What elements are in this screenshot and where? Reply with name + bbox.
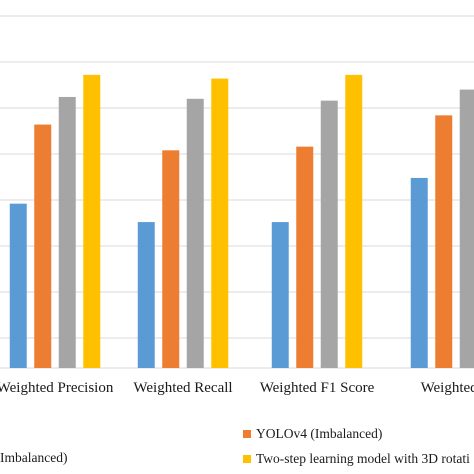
- bar-4-series-2: [435, 115, 453, 368]
- x-tick-label: Weighted F1 Score: [260, 380, 375, 396]
- bar-3-series-2: [296, 146, 314, 368]
- bar-1-series-3: [58, 96, 76, 369]
- bar-1-series-2: [34, 124, 52, 368]
- x-tick-label: Weighted Precision: [0, 380, 114, 396]
- bar-3-series-4: [345, 74, 363, 368]
- legend-swatch-two-step: [243, 455, 251, 463]
- legend-label-two-step: Two-step learning model with 3D rotati: [256, 451, 470, 466]
- x-axis-labels: Weighted Precision Weighted Recall Weighte…: [0, 380, 474, 396]
- bar-2-series-1: [137, 222, 155, 368]
- bar-2-series-3: [186, 98, 204, 369]
- bars: [9, 74, 474, 369]
- gridlines: [0, 15, 474, 369]
- x-tick-label: Weighted Recall: [133, 380, 232, 396]
- bar-2-series-4: [211, 78, 229, 368]
- legend-label-fragment: Imbalanced): [0, 450, 67, 465]
- legend: Imbalanced) YOLOv4 (Imbalanced) Two-step…: [0, 426, 470, 466]
- bar-2-series-2: [162, 150, 180, 368]
- bar-4-series-3: [459, 89, 474, 368]
- legend-label-yolov4: YOLOv4 (Imbalanced): [256, 426, 382, 441]
- legend-swatch-yolov4: [243, 430, 251, 438]
- bar-3-series-1: [271, 222, 289, 368]
- bar-4-series-1: [410, 177, 428, 368]
- bar-3-series-3: [320, 100, 338, 368]
- x-tick-label: Weighted A: [421, 380, 474, 396]
- bar-1-series-4: [83, 74, 101, 368]
- bar-1-series-1: [9, 203, 27, 368]
